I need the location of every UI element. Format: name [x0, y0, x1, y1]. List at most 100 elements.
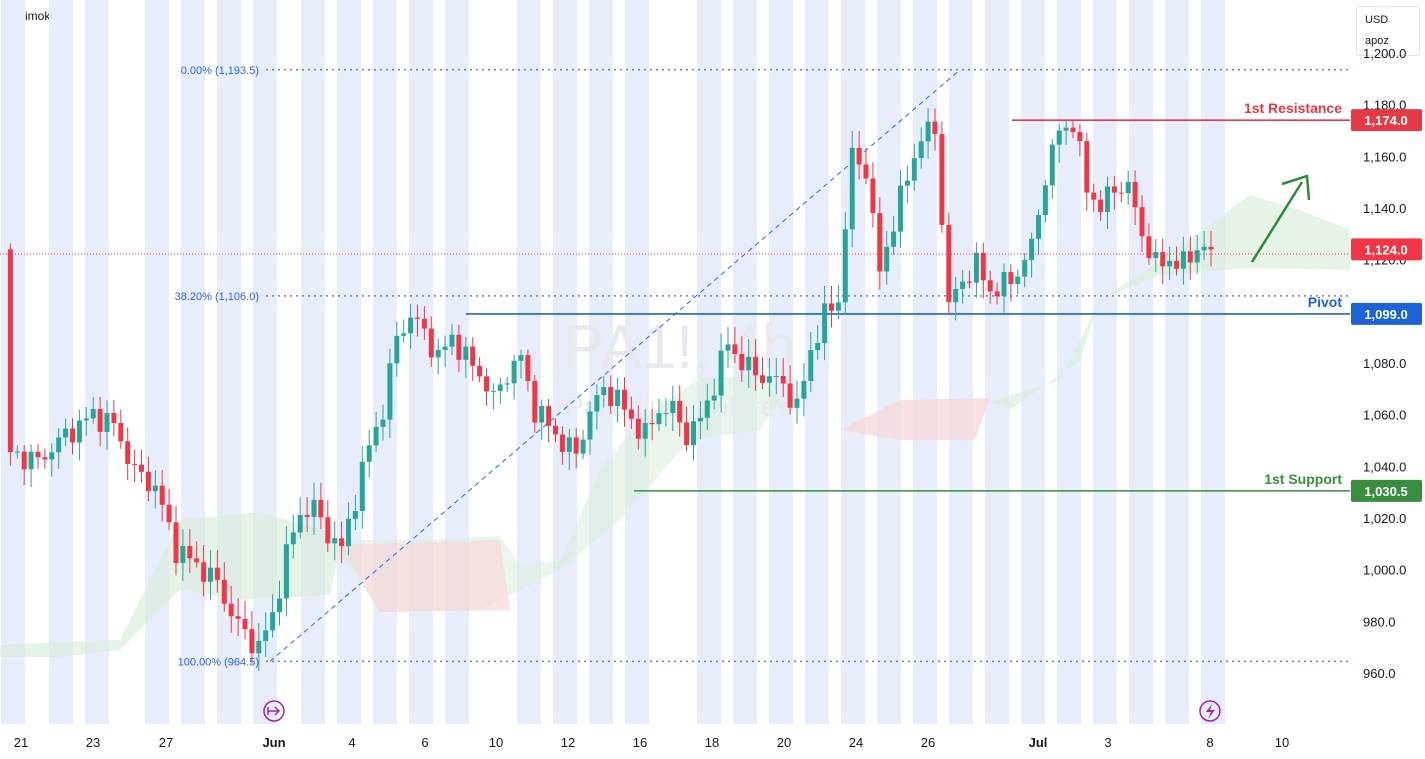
candle-body [842, 229, 848, 303]
candle-body [484, 376, 489, 392]
candle-body [228, 603, 234, 617]
candle-body [697, 417, 703, 422]
candle-body [1111, 186, 1117, 193]
candle-body [573, 437, 579, 454]
candle-body [21, 451, 27, 470]
candle-body [194, 558, 200, 563]
candle-body [704, 400, 710, 418]
time-tick-label: 24 [849, 735, 863, 750]
candle-body [911, 158, 917, 181]
candle-body [870, 178, 876, 214]
candle-body [739, 353, 745, 371]
session-band [877, 0, 901, 724]
candle-body [1105, 186, 1110, 212]
candle-body [435, 349, 441, 358]
candle-body [201, 562, 207, 582]
cloud-green [0, 512, 340, 657]
candle-body [925, 121, 931, 142]
candle-body [849, 147, 855, 230]
candle-body [1194, 250, 1200, 263]
price-tick-label: 980.0 [1363, 614, 1396, 629]
session-band [1129, 0, 1153, 724]
candle-body [815, 343, 821, 351]
candlesticks [7, 108, 1214, 671]
time-tick-label: 20 [777, 735, 791, 750]
candle-body [1015, 276, 1021, 285]
candle-body [787, 383, 793, 408]
session-band [301, 0, 325, 724]
session-band [625, 0, 649, 724]
candle-body [1084, 141, 1090, 193]
time-tick-label: 26 [921, 735, 935, 750]
candle-body [125, 441, 131, 464]
candle-body [608, 387, 614, 407]
session-band [409, 0, 433, 724]
candle-body [180, 546, 186, 563]
candle-body [553, 425, 558, 435]
candle-body [256, 640, 262, 654]
session-band [841, 0, 865, 724]
candle-body [1029, 238, 1035, 260]
candle-body [387, 363, 393, 420]
candle-body [1139, 207, 1145, 237]
candle-body [546, 406, 552, 426]
candle-body [1008, 272, 1014, 285]
time-tick-label: Jul [1029, 735, 1048, 750]
candle-body [187, 546, 193, 559]
candle-body [297, 514, 303, 533]
session-band [181, 0, 205, 724]
candle-body [753, 356, 759, 376]
candle-body [967, 281, 972, 283]
candle-body [118, 423, 124, 442]
currency-selector[interactable]: USD apoz [1356, 6, 1420, 56]
candle-body [442, 346, 448, 350]
session-band [49, 0, 73, 724]
session-bands [1, 0, 1225, 724]
session-start-icon [263, 700, 285, 722]
candle-body [1153, 252, 1159, 259]
session-markers[interactable] [263, 700, 1221, 722]
candle-body [83, 418, 89, 421]
candle-body [463, 346, 469, 360]
candle-body [325, 517, 331, 544]
candle-body [97, 409, 103, 432]
candle-body [656, 413, 662, 425]
session-band [949, 0, 973, 724]
session-band [733, 0, 757, 724]
forecast-arrow [1250, 174, 1311, 263]
candle-body [891, 231, 897, 247]
candle-body [511, 360, 517, 384]
session-band [913, 0, 937, 724]
price-tag-text: 1,030.5 [1364, 484, 1407, 499]
candle-body [401, 333, 407, 336]
candle-body [1063, 127, 1069, 131]
price-tag-box [1351, 302, 1422, 325]
candle-body [415, 317, 420, 319]
key-levels: 1st Resistance Pivot 1st Support [466, 100, 1350, 492]
candle-body [587, 411, 593, 440]
price-tag-box [1351, 479, 1422, 502]
candle-body [725, 344, 731, 351]
session-band [1093, 0, 1117, 724]
candle-body [394, 335, 400, 364]
candle-body [1174, 260, 1179, 269]
candle-body [421, 318, 427, 329]
candle-body [691, 421, 696, 446]
candle-body [1036, 215, 1041, 239]
candle-body [352, 510, 358, 519]
candle-body [670, 400, 676, 414]
cloud-red [340, 540, 510, 612]
candle-body [1180, 251, 1186, 269]
candle-body [1077, 131, 1083, 142]
time-tick-label: 3 [1104, 735, 1111, 750]
candle-body [1042, 185, 1048, 216]
candle-body [166, 504, 172, 523]
time-tick-label: 23 [86, 735, 100, 750]
candle-body [456, 334, 462, 360]
candle-body [884, 246, 890, 272]
time-axis: 21 23 27 Jun 4 6 10 12 16 18 20 24 26 Jul 3 8 10 [14, 735, 1289, 750]
candle-body [566, 437, 572, 452]
candle-body [70, 428, 75, 443]
fib-level-label: 0.00% (1,193.5) [181, 65, 259, 77]
